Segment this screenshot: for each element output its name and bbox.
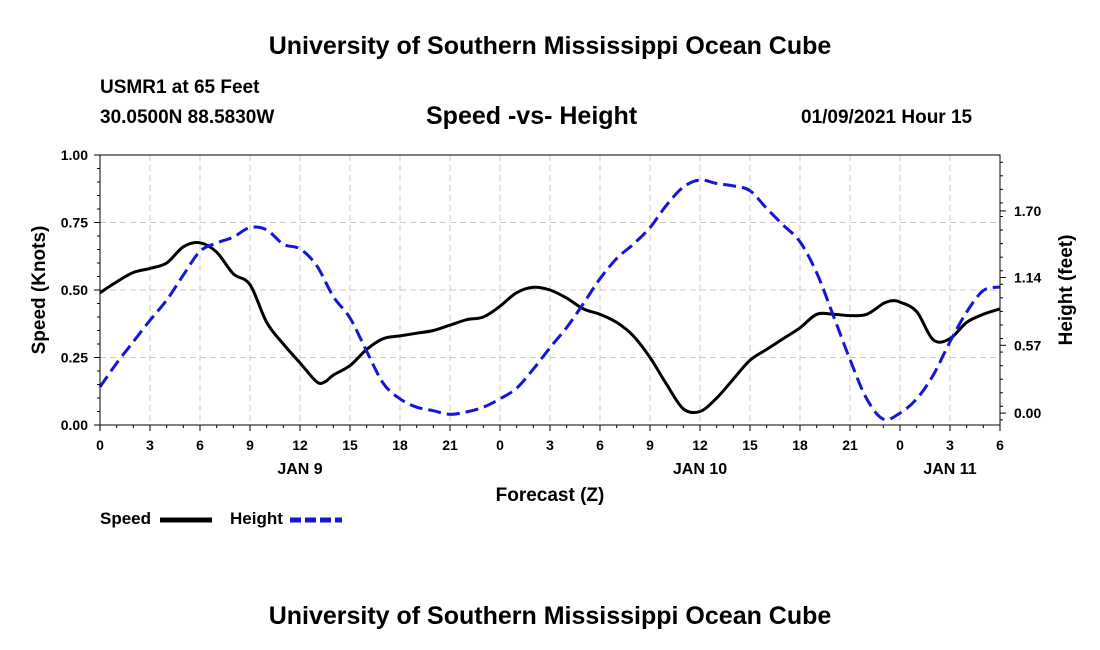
day-label: JAN 10 — [673, 461, 727, 478]
x-tick-label: 21 — [442, 437, 458, 453]
y-tick-label: 0.00 — [61, 417, 88, 433]
x-tick-label: 9 — [246, 437, 254, 453]
x-tick-label: 21 — [842, 437, 858, 453]
legend-speed-swatch — [160, 517, 212, 523]
y2-axis-title: Height (feet) — [1056, 235, 1077, 346]
y-tick-label: 0.50 — [61, 282, 88, 298]
x-tick-label: 12 — [292, 437, 308, 453]
x-axis-title: Forecast (Z) — [496, 485, 605, 506]
x-tick-label: 18 — [792, 437, 808, 453]
legend-speed-label: Speed — [100, 509, 152, 528]
y2-tick-label: 1.14 — [1014, 270, 1041, 286]
x-tick-label: 3 — [546, 437, 554, 453]
station-label: USMR1 at 65 Feet — [100, 77, 260, 98]
series-layer — [98, 178, 1001, 422]
y-tick-label: 0.25 — [61, 350, 88, 366]
legend-height-label: Height — [230, 509, 283, 528]
chart-title: Speed -vs- Height — [426, 102, 638, 130]
x-tick-label: 9 — [646, 437, 654, 453]
x-tick-label: 15 — [342, 437, 358, 453]
y2-tick-label: 0.00 — [1014, 405, 1041, 421]
x-tick-label: 6 — [996, 437, 1004, 453]
legend-height-swatch — [290, 517, 342, 523]
axes — [94, 154, 1006, 431]
axis-labels: 0 3 6 9 12 15 18 21 0 3 6 9 12 15 18 21 0 3 6 JAN 9 JAN 10 JA… — [29, 147, 1077, 506]
x-tick-label: 18 — [392, 437, 408, 453]
day-label: JAN 11 — [923, 461, 976, 478]
chart: 0 3 6 9 12 15 18 21 0 3 6 9 12 15 18 21 0 3 6 JAN 9 JAN 10 JA… — [29, 147, 1077, 506]
x-tick-label: 3 — [146, 437, 154, 453]
x-tick-label: 0 — [896, 437, 904, 453]
x-tick-label: 15 — [742, 437, 758, 453]
datetime-label: 01/09/2021 Hour 15 — [801, 107, 973, 128]
x-tick-label: 0 — [96, 437, 104, 453]
y-tick-label: 1.00 — [61, 147, 88, 163]
series-line-speed — [99, 241, 1001, 415]
y-tick-label: 0.75 — [61, 215, 88, 231]
coordinates-label: 30.0500N 88.5830W — [100, 107, 275, 128]
page-title-top: University of Southern Mississippi Ocean… — [268, 32, 832, 60]
x-tick-label: 0 — [496, 437, 504, 453]
y-axis-title: Speed (Knots) — [29, 226, 50, 355]
grid — [100, 155, 1000, 425]
x-tick-label: 3 — [946, 437, 954, 453]
y2-tick-label: 1.70 — [1014, 203, 1041, 219]
y2-tick-label: 0.57 — [1014, 337, 1041, 353]
page-title-bottom: University of Southern Mississippi Ocean… — [268, 602, 832, 630]
x-tick-label: 6 — [596, 437, 604, 453]
day-label: JAN 9 — [277, 461, 322, 478]
x-tick-label: 6 — [196, 437, 204, 453]
x-tick-label: 12 — [692, 437, 708, 453]
